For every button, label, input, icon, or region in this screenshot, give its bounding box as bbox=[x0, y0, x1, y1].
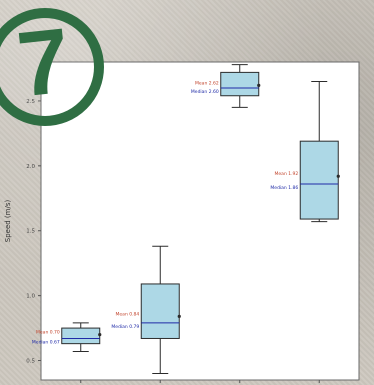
box bbox=[220, 71, 260, 97]
mean-annotation: Mean 0.84 bbox=[116, 311, 140, 317]
median-annotation: Median 2.60 bbox=[191, 89, 219, 95]
mean-annotation: Mean 1.92 bbox=[275, 171, 299, 177]
mean-annotation: Mean 2.62 bbox=[195, 80, 219, 86]
box bbox=[140, 283, 180, 339]
median-annotation: Median 1.86 bbox=[270, 185, 298, 191]
y-tick-label: 1.5 bbox=[26, 229, 35, 235]
step-number-badge-text: 7 bbox=[12, 9, 73, 117]
plot-area bbox=[40, 61, 360, 381]
box bbox=[299, 140, 339, 220]
step-number-badge bbox=[0, 8, 104, 126]
x-tick-label: Mean bbox=[151, 383, 169, 385]
box bbox=[61, 327, 101, 345]
y-tick-label: 2.0 bbox=[26, 164, 35, 170]
mean-marker bbox=[257, 83, 261, 87]
y-axis-label: Speed (m/s) bbox=[4, 200, 12, 243]
y-tick-label: 0.5 bbox=[26, 359, 35, 365]
x-tick-label: Max bbox=[233, 383, 247, 385]
y-tick-label: 1.0 bbox=[26, 294, 35, 300]
mean-marker bbox=[98, 332, 102, 337]
median-annotation: Median 0.67 bbox=[32, 339, 60, 345]
mean-marker bbox=[336, 174, 340, 178]
median-annotation: Median 0.79 bbox=[111, 324, 139, 330]
mean-annotation: Mean 0.70 bbox=[36, 330, 60, 336]
mean-marker bbox=[177, 314, 181, 318]
x-tick-label: Max bbox=[313, 383, 327, 385]
x-tick-label: Mean bbox=[72, 383, 90, 385]
